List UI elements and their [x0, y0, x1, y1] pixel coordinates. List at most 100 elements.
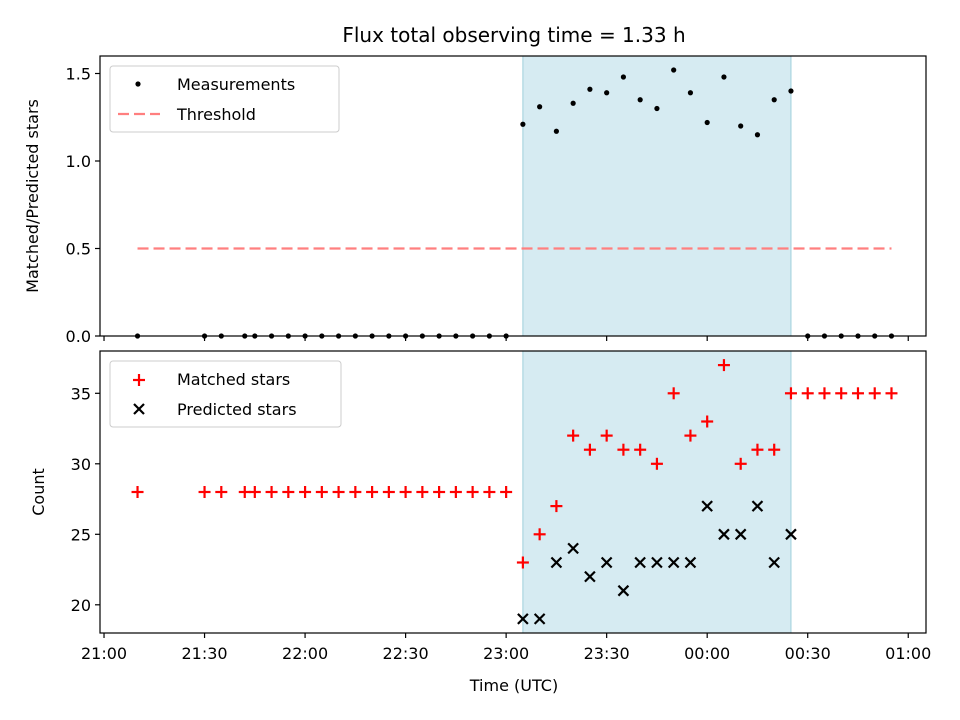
- predicted-star-point: [718, 528, 730, 541]
- matched-star-point: [667, 387, 680, 400]
- legend-threshold-label: Threshold: [176, 105, 256, 124]
- matched-star-point: [382, 486, 395, 498]
- bottom-x-ticks: 21:00 21:30 22:00 22:30 23:00 23:30 00:00 00:30…: [81, 633, 931, 663]
- bottom-panel: 20 25 30 35 21:00 21:30 22:00 22:30 23:00 23:30 0…: [29, 350, 931, 695]
- matched-star-point: [818, 387, 831, 400]
- top-y-ticks: 0.0 0.5 1.0 1.5: [66, 65, 100, 346]
- matched-star-point: [533, 528, 546, 541]
- measurement-point: [520, 121, 526, 127]
- matched-star-point: [198, 486, 211, 498]
- measurement-point: [570, 100, 576, 106]
- measurement-point: [754, 132, 761, 138]
- matched-star-point: [516, 556, 529, 569]
- matched-star-point: [550, 500, 563, 513]
- top-y-tick-label: 1.0: [66, 152, 91, 171]
- matched-star-point: [650, 457, 663, 470]
- top-y-axis-label: Matched/Predicted stars: [23, 99, 42, 293]
- matched-star-point: [701, 415, 714, 428]
- matched-star-point: [617, 443, 630, 456]
- predicted-star-point: [701, 500, 713, 512]
- matched-star-point: [634, 443, 647, 456]
- matched-star-point: [433, 486, 446, 498]
- bottom-legend-box: [109, 360, 342, 428]
- matched-star-point: [466, 486, 479, 498]
- top-x-ticks: [103, 336, 909, 341]
- predicted-star-point: [634, 556, 646, 569]
- matched-star-point: [349, 486, 362, 498]
- matched-star-point: [600, 429, 613, 442]
- matched-star-point: [734, 457, 747, 470]
- matched-star-point: [483, 486, 496, 498]
- legend-predicted-marker: [133, 403, 145, 415]
- chart-title: Flux total observing time = 1.33 h: [342, 23, 685, 47]
- measurement-point: [738, 123, 744, 129]
- measurement-point: [637, 97, 643, 103]
- top-legend: Measurements Threshold: [109, 65, 340, 133]
- top-y-tick-label: 1.5: [66, 65, 91, 84]
- matched-star-point: [751, 443, 764, 456]
- matched-star-point: [885, 387, 898, 400]
- measurement-point: [553, 128, 559, 134]
- legend-predicted-label: Predicted stars: [177, 400, 297, 419]
- top-panel: 0.0 0.5 1.0 1.5 Matched/Predicted stars Mea…: [23, 55, 927, 346]
- matched-star-point: [835, 387, 848, 400]
- matched-star-point: [868, 387, 881, 400]
- predicted-star-point: [651, 556, 663, 569]
- bottom-axes-frame: [99, 350, 927, 634]
- matched-star-point: [500, 486, 513, 498]
- predicted-star-point: [617, 584, 630, 597]
- bottom-y-tick-label: 20: [71, 596, 91, 615]
- measurement-point: [704, 119, 710, 126]
- predicted-star-point: [584, 570, 596, 583]
- matched-star-point: [282, 486, 295, 498]
- bottom-y-tick-label: 35: [71, 384, 91, 403]
- legend-measurements-marker: [135, 81, 141, 87]
- matched-star-point: [315, 486, 328, 498]
- x-tick-label: 23:00: [483, 644, 529, 663]
- measurement-point: [654, 105, 660, 112]
- measurement-point: [604, 90, 610, 96]
- x-tick-label: 23:30: [584, 644, 630, 663]
- x-tick-label: 00:00: [684, 644, 730, 663]
- bottom-y-tick-label: 25: [71, 525, 91, 544]
- top-legend-box: [109, 65, 340, 133]
- matched-star-point: [567, 429, 580, 442]
- predicted-star-point: [734, 528, 747, 541]
- measurement-point: [771, 97, 777, 103]
- measurement-point: [788, 88, 794, 94]
- predicted-star-point: [517, 613, 529, 625]
- top-y-tick-label: 0.5: [66, 240, 91, 259]
- top-shaded-interval: [522, 55, 792, 337]
- x-tick-label: 22:00: [282, 644, 328, 663]
- bottom-y-tick-label: 30: [71, 455, 91, 474]
- matched-star-point: [265, 486, 278, 498]
- matched-star-point: [851, 387, 864, 400]
- bottom-y-axis-label: Count: [29, 468, 48, 516]
- matched-star-point: [366, 486, 379, 498]
- matched-star-point: [717, 359, 730, 372]
- predicted-star-point: [567, 542, 579, 555]
- bottom-legend: Matched stars Predicted stars: [109, 360, 342, 428]
- matched-star-point: [131, 486, 144, 498]
- top-y-tick-label: 0.0: [66, 327, 91, 346]
- measurement-point: [721, 74, 727, 80]
- x-axis-label: Time (UTC): [469, 676, 558, 695]
- matched-star-point: [248, 486, 261, 498]
- measurement-point: [687, 90, 694, 96]
- matched-star-point: [784, 387, 797, 400]
- top-axes-frame: [99, 55, 927, 337]
- matched-stars-points: [131, 359, 898, 569]
- predicted-star-point: [550, 556, 563, 569]
- measurement-point: [537, 104, 543, 110]
- measurement-points: [134, 67, 895, 339]
- matched-star-point: [299, 486, 312, 498]
- matched-star-point: [332, 486, 345, 498]
- measurement-point: [620, 74, 627, 80]
- matched-star-point: [583, 443, 596, 456]
- x-tick-label: 22:30: [383, 644, 429, 663]
- predicted-stars-points: [517, 500, 797, 625]
- x-tick-label: 00:30: [785, 644, 831, 663]
- measurement-point: [671, 67, 677, 73]
- matched-star-point: [416, 486, 429, 498]
